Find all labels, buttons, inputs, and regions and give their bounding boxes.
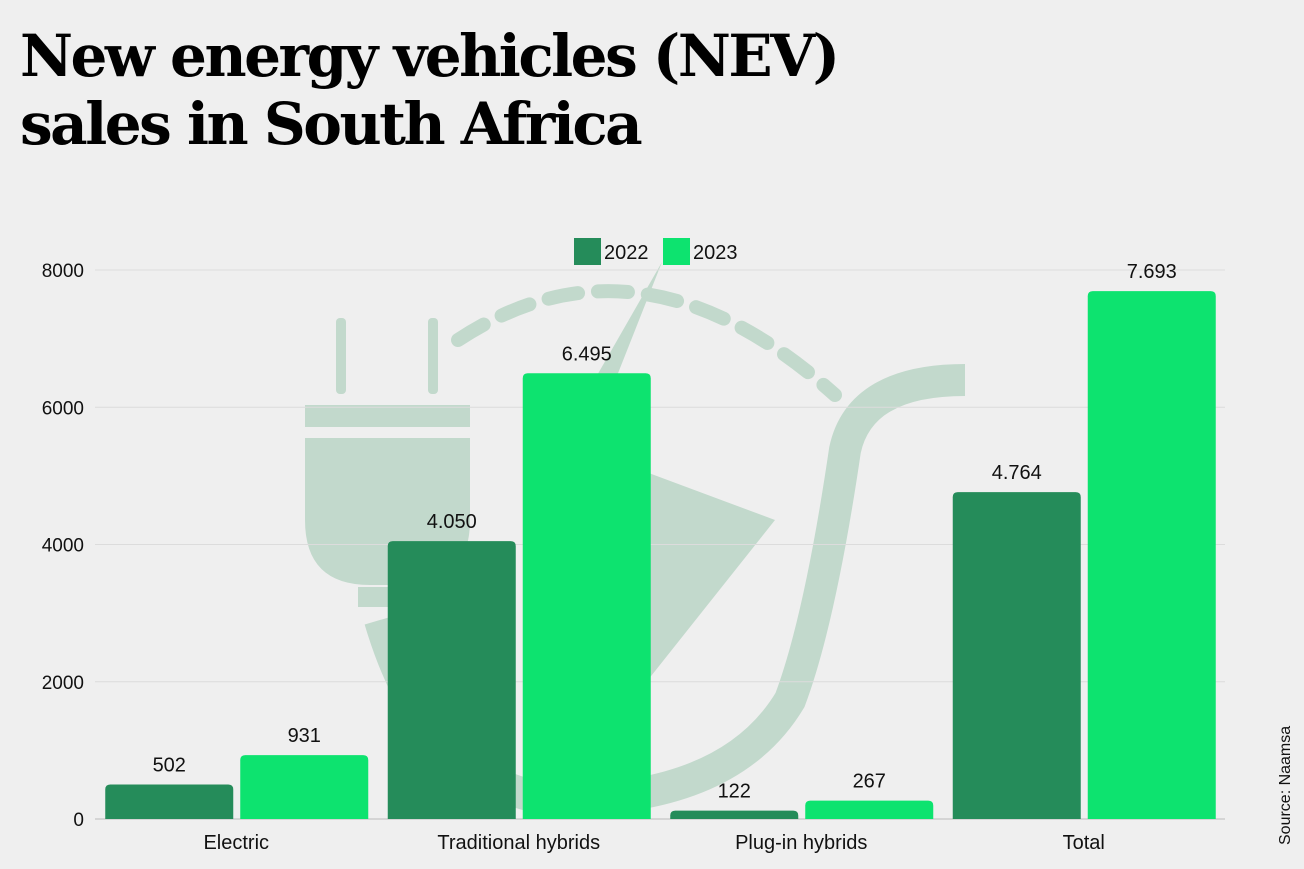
y-tick-label: 2000	[42, 673, 84, 694]
x-tick-label: Electric	[203, 832, 269, 854]
bar-2022	[105, 784, 234, 819]
x-tick-label: Total	[1063, 832, 1105, 854]
bar-2022	[387, 541, 516, 819]
data-label: 931	[288, 725, 321, 747]
lightning-bolt	[560, 262, 775, 690]
bar-2023	[240, 755, 369, 819]
legend-label: 2023	[693, 242, 738, 264]
y-tick-label: 4000	[42, 536, 84, 557]
legend-label: 2022	[604, 242, 649, 264]
data-label: 267	[853, 771, 886, 793]
data-label: 4.050	[427, 511, 477, 533]
chart-title: New energy vehicles (NEV) sales in South…	[20, 22, 840, 158]
y-tick-label: 6000	[42, 398, 84, 419]
legend-swatch-2022	[574, 238, 601, 265]
x-tick-label: Traditional hybrids	[437, 832, 600, 854]
bar-2022	[952, 492, 1081, 819]
legend-swatch-2023	[663, 238, 690, 265]
data-label: 4.764	[992, 462, 1042, 484]
plug-prong	[336, 318, 346, 394]
data-label: 7.693	[1127, 261, 1177, 283]
data-label: 122	[718, 781, 751, 803]
bar-2023	[1087, 291, 1216, 819]
y-tick-label: 8000	[42, 261, 84, 282]
bar-2023	[522, 373, 651, 819]
plug-prong	[428, 318, 438, 394]
y-tick-label: 0	[73, 810, 84, 831]
x-tick-label: Plug-in hybrids	[735, 832, 867, 854]
data-label: 6.495	[562, 343, 612, 365]
source-note: Source: Naamsa	[1277, 725, 1294, 845]
data-label: 502	[153, 755, 186, 777]
dashed-arc	[451, 284, 842, 402]
bar-2022	[670, 810, 799, 819]
plug-band	[305, 405, 470, 427]
bar-2023	[805, 800, 934, 819]
